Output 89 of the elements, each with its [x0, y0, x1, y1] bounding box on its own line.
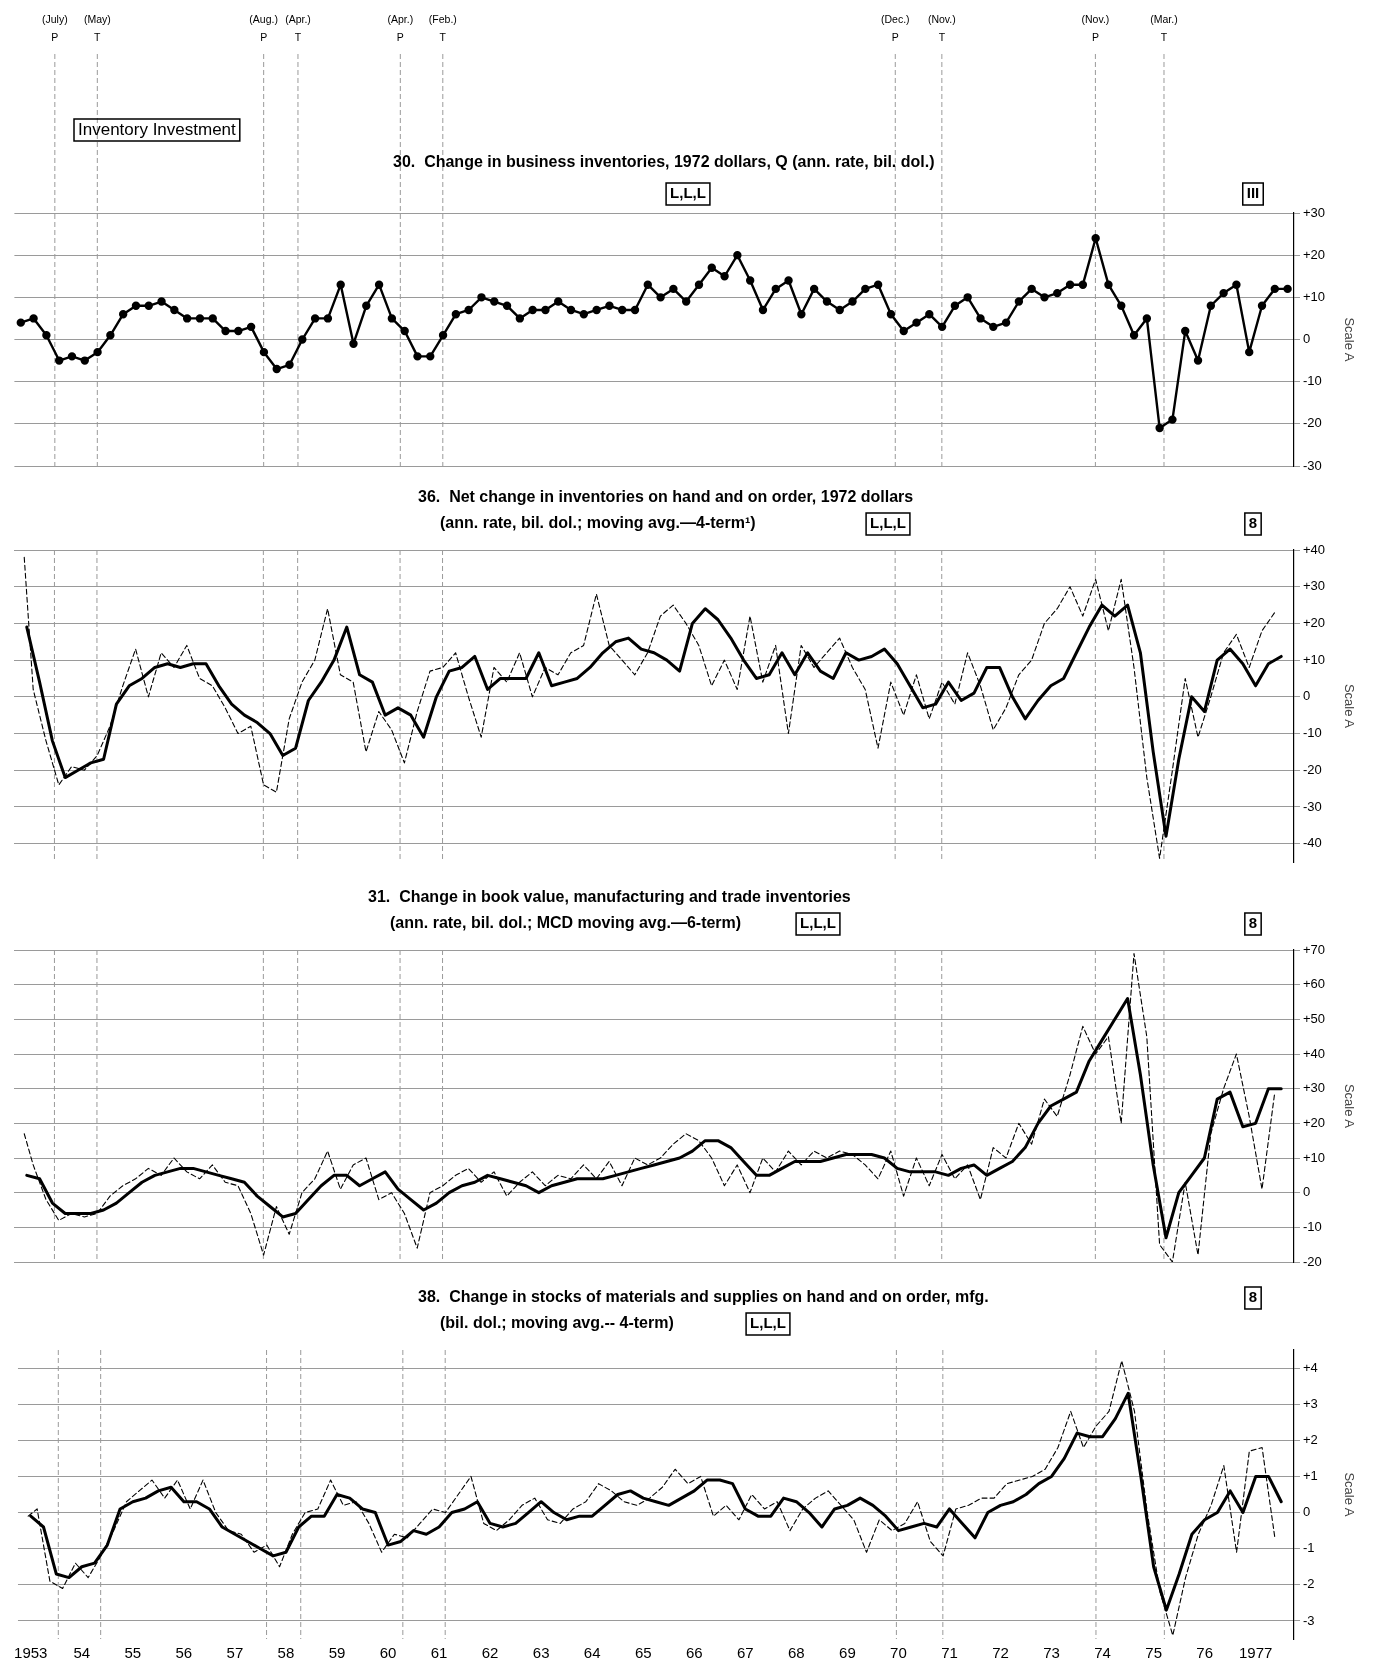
y-tick-label: -10 [1303, 725, 1322, 741]
x-tick-label: 59 [328, 1644, 346, 1662]
y-tick-label: +50 [1303, 1010, 1326, 1026]
y-tick-label: -10 [1303, 1218, 1322, 1234]
y-tick-label: +2 [1303, 1431, 1318, 1447]
ref-line-label: (Feb.) T [428, 12, 457, 43]
x-tick-label: 58 [277, 1644, 295, 1662]
y-axis-title: Scale A [1341, 683, 1357, 729]
y-tick-label: +10 [1303, 288, 1326, 304]
y-tick-label: -30 [1303, 798, 1322, 814]
x-tick-label: 63 [532, 1644, 550, 1662]
y-tick-label: +20 [1303, 246, 1326, 262]
x-tick-label: 72 [992, 1644, 1009, 1662]
y-tick-label: -10 [1303, 373, 1322, 389]
x-tick-label: 74 [1094, 1644, 1111, 1662]
y-tick-label: +3 [1303, 1395, 1318, 1411]
y-tick-label: -20 [1303, 415, 1322, 431]
y-tick-label: -1 [1303, 1540, 1315, 1556]
y-tick-label: +40 [1303, 541, 1326, 557]
x-tick-label: 64 [583, 1644, 601, 1662]
x-tick-label: 65 [634, 1644, 652, 1662]
y-tick-label: +4 [1303, 1359, 1318, 1375]
y-tick-label: +30 [1303, 1080, 1326, 1096]
y-tick-label: +30 [1303, 578, 1326, 594]
x-tick-label: 57 [226, 1644, 244, 1662]
text: 8 [1248, 514, 1258, 532]
text: 8 [1248, 914, 1258, 932]
x-tick-label: 73 [1043, 1644, 1060, 1662]
x-tick-label: 62 [481, 1644, 499, 1662]
chart-title: 38. Change in stocks of materials and supplies on hand and on order, mfg. [418, 1288, 989, 1306]
ref-line-label: (Apr.) T [285, 12, 311, 43]
text: L,L,L [750, 1314, 786, 1332]
chart-subtitle: (bil. dol.; moving avg.-- 4-term) [440, 1314, 674, 1332]
x-tick-label: 1953 [14, 1644, 48, 1662]
text: 8 [1248, 1288, 1258, 1306]
ref-line-label: (Aug.) P [249, 12, 278, 43]
x-tick-label: 61 [430, 1644, 448, 1662]
y-tick-label: +10 [1303, 1149, 1326, 1165]
x-tick-label: 60 [379, 1644, 397, 1662]
y-axis-title: Scale A [1341, 1472, 1357, 1517]
ref-line-label: (May) T [83, 12, 111, 43]
y-tick-label: +40 [1303, 1045, 1326, 1061]
x-tick-label: 1977 [1239, 1644, 1273, 1662]
ref-line-label: (Apr.) P [387, 12, 414, 43]
y-tick-label: -2 [1303, 1576, 1315, 1592]
y-tick-label: +10 [1303, 651, 1326, 667]
x-tick-label: 71 [941, 1644, 958, 1662]
chart-title: 30. Change in business inventories, 1972 dollars, Q (ann. rate, bil. dol.) [393, 153, 935, 171]
ref-line-label: (Dec.) P [880, 12, 910, 43]
x-tick-label: 76 [1196, 1644, 1214, 1662]
x-tick-label: 54 [73, 1644, 91, 1662]
y-tick-label: +60 [1303, 976, 1326, 992]
x-tick-label: 75 [1145, 1644, 1162, 1662]
x-tick-label: 68 [788, 1644, 805, 1662]
y-tick-label: +20 [1303, 1114, 1326, 1130]
chart-subtitle: (ann. rate, bil. dol.; moving avg.—4-term¹) [440, 514, 756, 532]
y-tick-label: +20 [1303, 614, 1326, 630]
x-tick-label: 69 [839, 1644, 856, 1662]
y-tick-label: +1 [1303, 1468, 1318, 1484]
y-tick-label: 0 [1303, 1504, 1311, 1520]
x-tick-label: 56 [175, 1644, 193, 1662]
ref-line-label: (Mar.) T [1150, 12, 1178, 43]
text: III [1246, 184, 1260, 202]
ref-line-label: (Nov.) T [927, 12, 956, 43]
x-tick-label: 67 [736, 1644, 754, 1662]
y-tick-label: 0 [1303, 331, 1311, 347]
text: Inventory Investment [78, 119, 237, 139]
y-tick-label: -20 [1303, 1253, 1322, 1269]
y-tick-label: -30 [1303, 457, 1322, 473]
y-tick-label: 0 [1303, 688, 1311, 704]
y-tick-label: -3 [1303, 1612, 1315, 1628]
x-tick-label: 70 [890, 1644, 907, 1662]
y-tick-label: 0 [1303, 1184, 1311, 1200]
x-tick-label: 66 [685, 1644, 703, 1662]
text: L,L,L [670, 184, 706, 202]
ref-line-label: (Nov.) P [1081, 12, 1110, 43]
chart-subtitle: (ann. rate, bil. dol.; MCD moving avg.—6-term) [390, 914, 742, 932]
y-tick-label: +30 [1303, 204, 1326, 220]
y-tick-label: -40 [1303, 835, 1322, 851]
chart-title: 31. Change in book value, manufacturing and trade inventories [368, 888, 851, 906]
x-tick-label: 55 [124, 1644, 142, 1662]
y-axis-title: Scale A [1341, 1083, 1357, 1129]
y-axis-title: Scale A [1341, 317, 1357, 362]
ref-line-label: (July) P [42, 12, 68, 43]
text: L,L,L [800, 914, 836, 932]
chart-title: 36. Net change in inventories on hand and on order, 1972 dollars [418, 488, 914, 506]
y-tick-label: +70 [1303, 941, 1326, 957]
text: L,L,L [870, 514, 906, 532]
y-tick-label: -20 [1303, 761, 1322, 777]
